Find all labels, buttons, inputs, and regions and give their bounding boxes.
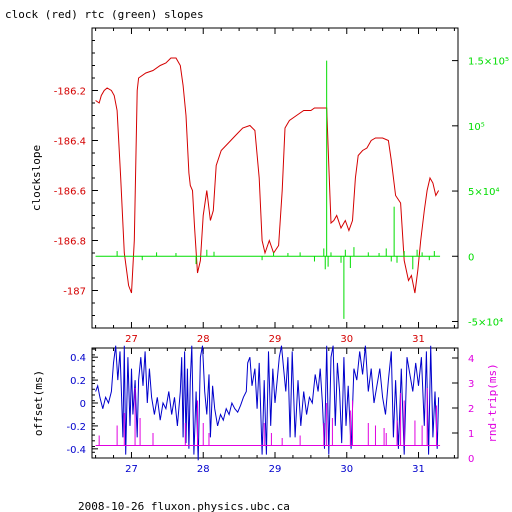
x-tick-label: 31 [412, 464, 425, 475]
y2-tick-label: 0 [468, 252, 474, 263]
y-tick-label: -186.6 [54, 187, 86, 198]
y-tick-label: -0.2 [66, 422, 86, 433]
series-line-clock [95, 57, 440, 294]
y2-tick-label: 3 [468, 379, 474, 390]
y-tick-label: -0.4 [66, 445, 86, 456]
x-tick-label: 30 [340, 334, 353, 345]
x-tick-label: 28 [197, 464, 210, 475]
top-series [95, 57, 441, 319]
y2-tick-label: 0 [468, 454, 474, 465]
y2-tick-label: 2 [468, 404, 474, 415]
y2-tick-label: 1.5×10⁵ [468, 57, 509, 68]
bottom-y2-ticks: 4 3 2 1 0 [452, 354, 474, 465]
y2-tick-label: 10⁵ [468, 122, 485, 133]
top-x-ticks: 27 28 29 30 31 [95, 28, 455, 345]
x-tick-label: 31 [412, 334, 425, 345]
x-tick-label: 27 [125, 464, 138, 475]
bottom-y-axis-label: offset(ms) [32, 370, 45, 436]
y-tick-label: 0 [80, 399, 86, 410]
y2-tick-label: 5×10⁴ [468, 187, 499, 198]
top-y-ticks: -186.2 -186.4 -186.6 -186.8 -187 [54, 40, 98, 316]
y-tick-label: -187 [63, 287, 86, 298]
footer-text: 2008-10-26 fluxon.physics.ubc.ca [78, 500, 290, 512]
y-tick-label: -186.4 [54, 137, 86, 148]
bottom-series [95, 345, 441, 461]
bottom-panel: 27 28 29 30 31 0.4 0.2 0 -0.2 -0.4 4 3 2 1 0 offset(… [32, 345, 499, 475]
y-tick-label: 0.2 [70, 376, 86, 387]
top-y-axis-label: clockslope [30, 145, 43, 211]
top-y2-ticks: 1.5×10⁵ 10⁵ 5×10⁴ 0 -5×10⁴ [452, 57, 509, 328]
chart-title: clock (red) rtc (green) slopes [5, 8, 204, 21]
y2-tick-label: -5×10⁴ [468, 317, 503, 328]
x-tick-label: 30 [340, 464, 353, 475]
top-panel: 27 28 29 30 31 -186.2-186.4-186.6-186.8-187 … [30, 27, 509, 345]
x-tick-label: 27 [125, 334, 138, 345]
bottom-x-ticks: 27 28 29 30 31 [95, 348, 455, 475]
y-tick-label: 0.4 [70, 353, 86, 364]
bottom-y2-axis-label: rnd-trip(ms) [486, 363, 499, 442]
y-tick-label: -186.2 [54, 87, 86, 98]
x-tick-label: 29 [269, 464, 282, 475]
y2-tick-label: 4 [468, 354, 474, 365]
x-tick-label: 29 [269, 334, 282, 345]
x-tick-label: 28 [197, 334, 210, 345]
y-tick-label: -186.8 [54, 237, 86, 248]
series-line-offset [95, 345, 440, 461]
y2-tick-label: 1 [468, 429, 474, 440]
bottom-y-ticks: 0.4 0.2 0 -0.2 -0.4 [66, 348, 98, 456]
